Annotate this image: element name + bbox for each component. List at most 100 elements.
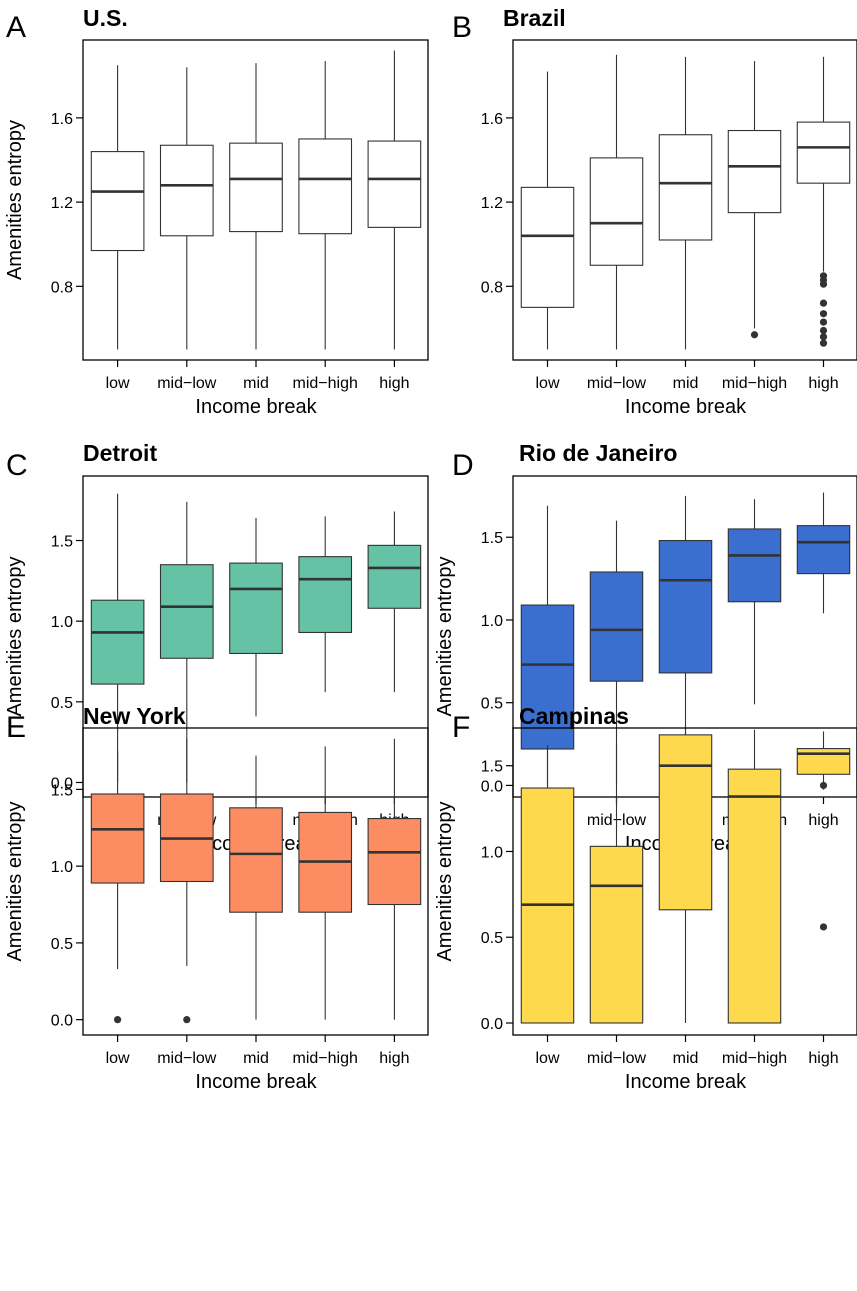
box-1 — [159, 738, 214, 1024]
x-tick-label: high — [379, 1050, 409, 1067]
box-iqr — [658, 734, 713, 911]
box-iqr — [229, 807, 283, 913]
y-tick-label: 0.0 — [481, 1016, 503, 1033]
x-axis-label: Income break — [625, 396, 747, 418]
outlier-point — [750, 331, 759, 339]
x-tick-label: mid — [673, 1050, 699, 1067]
panel-letter: C — [6, 449, 28, 482]
box-iqr — [90, 793, 145, 884]
y-tick-label: 1.6 — [51, 111, 73, 128]
panel-b: B Brazil 0.8 1.2 1.6 low mid−low mid mid−high hig… — [452, 5, 857, 418]
x-tick-label: mid−low — [587, 1050, 647, 1067]
y-tick-label: 1.5 — [51, 534, 73, 551]
y-axis-label: Amenities entropy — [4, 556, 26, 716]
y-tick-label: 1.5 — [51, 782, 73, 799]
box-1 — [159, 67, 214, 350]
y-tick-label: 1.5 — [481, 530, 503, 547]
y-tick-label: 0.8 — [51, 279, 73, 296]
y-axis-label: Amenities entropy — [4, 120, 26, 280]
x-tick-label: mid−high — [722, 1050, 787, 1067]
y-tick-label: 1.2 — [481, 195, 503, 212]
y-tick-label: 1.0 — [481, 613, 503, 630]
box-3 — [727, 61, 782, 339]
panel-title: Brazil — [503, 5, 566, 31]
box-iqr — [520, 186, 575, 308]
box-iqr — [520, 604, 575, 750]
x-tick-label: mid — [673, 375, 699, 392]
box-iqr — [727, 528, 782, 603]
box-0 — [520, 71, 575, 350]
box-3 — [298, 61, 353, 350]
box-4 — [796, 731, 851, 931]
panel-letter: F — [452, 711, 470, 744]
x-tick-label: mid−low — [157, 1050, 217, 1067]
x-tick-label: high — [808, 812, 838, 829]
box-iqr — [727, 768, 782, 1024]
y-tick-label: 1.0 — [481, 844, 503, 861]
box-iqr — [367, 544, 422, 609]
box-iqr — [159, 564, 214, 659]
y-tick-label: 1.5 — [481, 759, 503, 776]
y-tick-label: 1.2 — [51, 195, 73, 212]
box-iqr — [90, 151, 145, 252]
y-tick-label: 0.5 — [51, 695, 73, 712]
panel-letter: A — [6, 11, 26, 44]
x-tick-label: low — [106, 375, 130, 392]
y-tick-label: 0.8 — [481, 279, 503, 296]
outlier-point — [819, 339, 828, 347]
box-iqr — [159, 144, 214, 237]
box-3 — [298, 746, 353, 1020]
box-0 — [520, 505, 575, 786]
panel-title: U.S. — [83, 5, 128, 31]
panel-d: D Rio de Janeiro 0.0 0.5 1.0 1.5 Amenities ent… — [434, 440, 857, 855]
x-tick-label: mid — [243, 1050, 269, 1067]
y-axis-label: Amenities entropy — [434, 556, 456, 716]
y-axis-label: Amenities entropy — [4, 801, 26, 961]
x-tick-label: mid−low — [587, 375, 647, 392]
x-tick-label: low — [106, 1050, 130, 1067]
outlier-point — [819, 280, 828, 288]
box-iqr — [589, 845, 644, 1024]
box-2 — [229, 517, 283, 717]
y-tick-label: 0.5 — [481, 930, 503, 947]
x-tick-label: high — [379, 375, 409, 392]
x-axis-label: Income break — [195, 396, 317, 418]
box-4 — [367, 50, 422, 350]
panel-f: F Campinas 0.0 0.5 1.0 1.5 Amenities entropy lo… — [434, 703, 857, 1093]
y-axis-label: Amenities entropy — [434, 801, 456, 961]
box-3 — [298, 516, 353, 693]
box-0 — [90, 493, 145, 783]
x-tick-label: mid−high — [293, 1050, 358, 1067]
outlier-point — [183, 1016, 191, 1024]
x-tick-label: mid−high — [293, 375, 358, 392]
box-3 — [727, 729, 782, 1024]
box-2 — [229, 755, 283, 1020]
x-tick-label: mid−low — [157, 375, 217, 392]
box-4 — [367, 511, 422, 693]
outlier-point — [114, 1016, 122, 1024]
panel-e: E New York 0.0 0.5 1.0 1.5 Amenities entropy lo… — [4, 703, 429, 1093]
box-iqr — [589, 571, 644, 682]
x-tick-label: mid — [243, 375, 269, 392]
panel-a: A U.S. 0.8 1.2 1.6 Amenities entropy low mid−lo… — [4, 5, 429, 418]
panel-title: Campinas — [519, 703, 629, 729]
box-iqr — [796, 525, 851, 575]
y-tick-label: 1.0 — [51, 859, 73, 876]
box-iqr — [589, 157, 644, 266]
panel-letter: B — [452, 11, 472, 44]
outlier-point — [819, 310, 828, 318]
y-tick-label: 0.5 — [51, 936, 73, 953]
box-2 — [229, 63, 283, 350]
box-0 — [90, 751, 145, 1024]
box-1 — [159, 501, 214, 783]
x-tick-label: high — [808, 375, 838, 392]
x-axis-label: Income break — [625, 1071, 747, 1093]
box-2 — [658, 56, 713, 350]
box-3 — [727, 499, 782, 705]
box-iqr — [90, 599, 145, 685]
box-0 — [520, 745, 575, 1024]
x-tick-label: mid−high — [722, 375, 787, 392]
panel-title: Rio de Janeiro — [519, 440, 677, 466]
box-2 — [658, 731, 713, 1023]
